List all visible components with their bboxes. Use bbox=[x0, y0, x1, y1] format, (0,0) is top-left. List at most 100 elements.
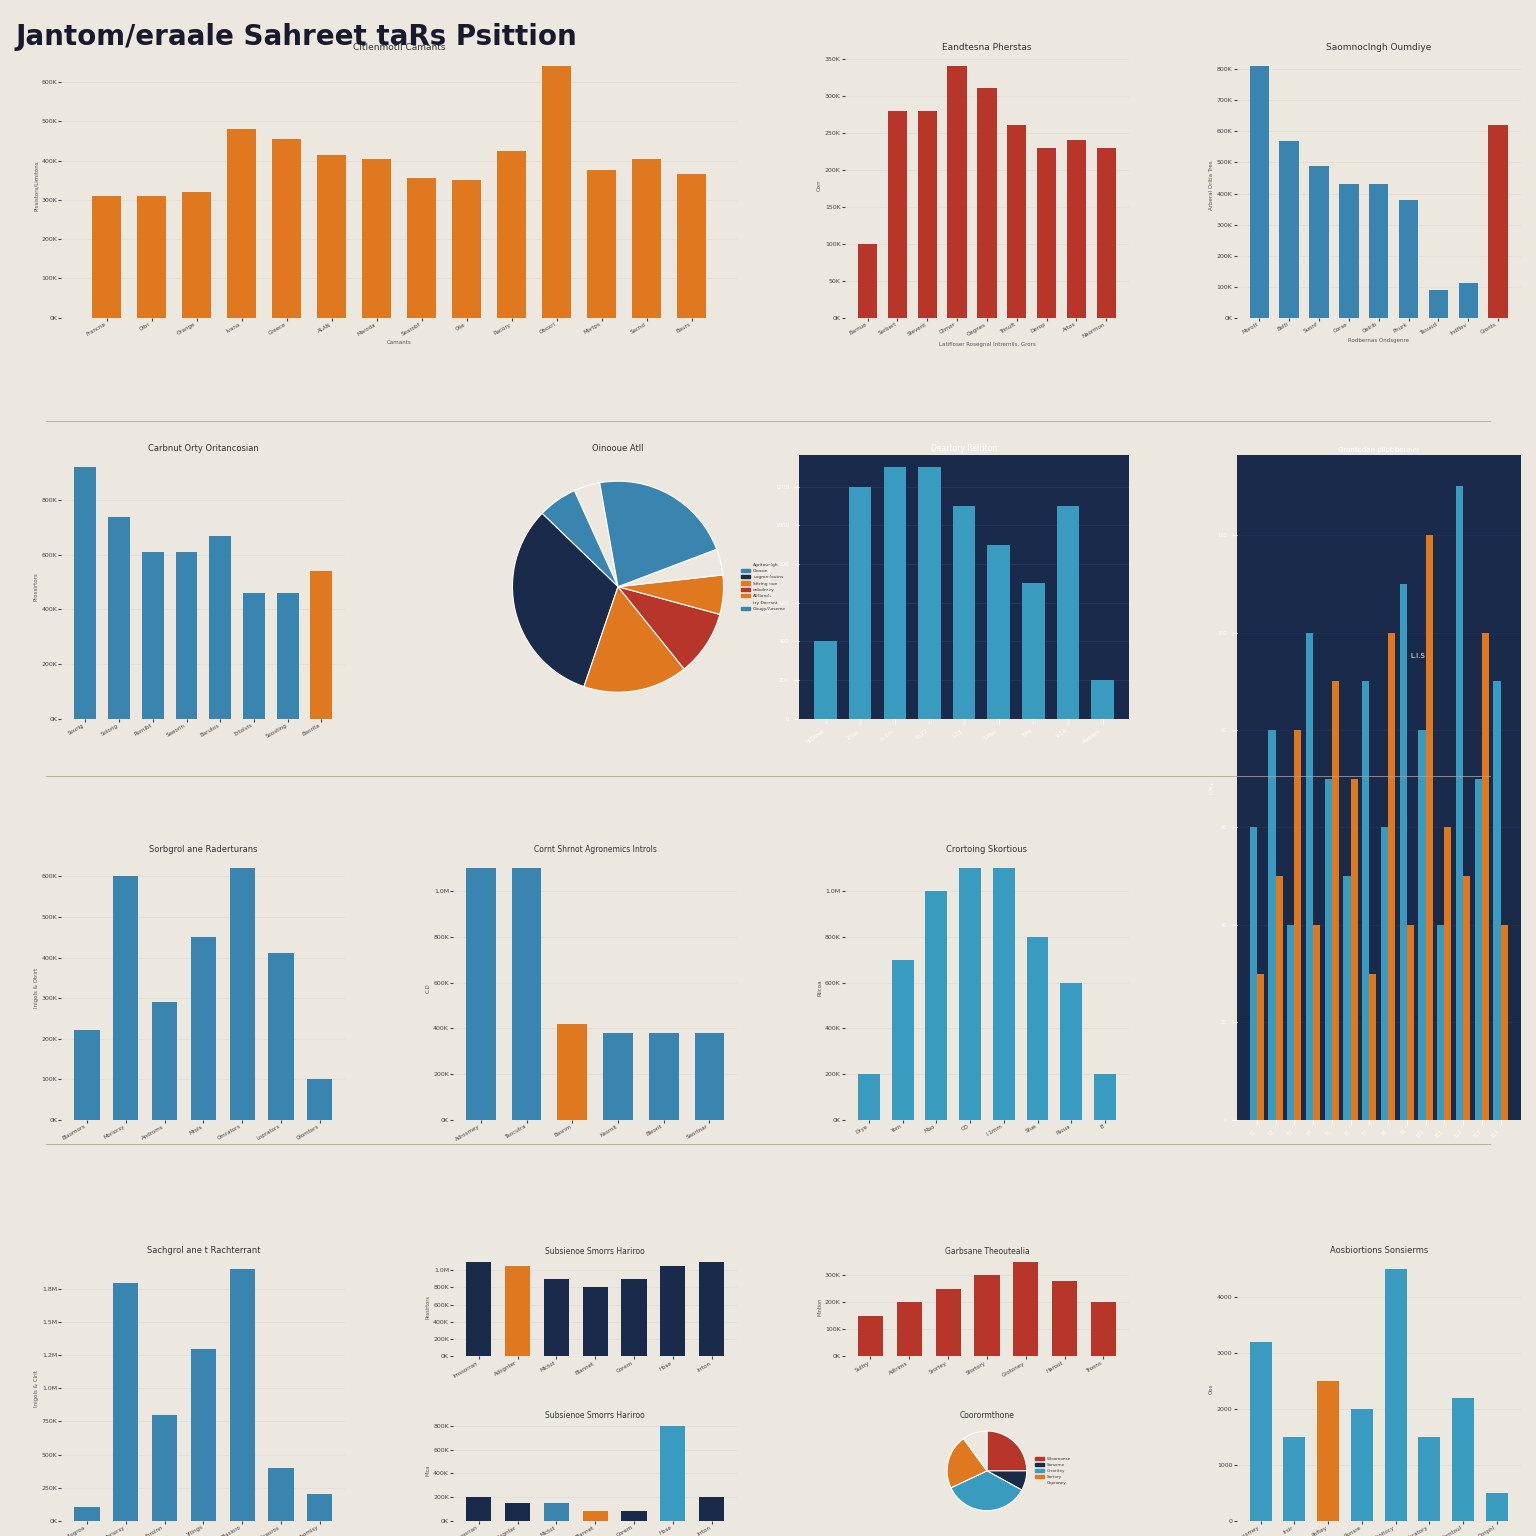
Title: Oinooue Atll: Oinooue Atll bbox=[593, 444, 644, 453]
Bar bbox=[1384, 1269, 1407, 1521]
Legend: Agritounlgh, Otocon, uogrondoutns, Sftring bue, oebolnrby, AllGonds, try Doorsnt: Agritounlgh, Otocon, uogrondoutns, Sftri… bbox=[739, 561, 788, 613]
Bar bbox=[814, 642, 837, 719]
Bar bbox=[1256, 974, 1264, 1120]
Wedge shape bbox=[513, 513, 617, 687]
Bar bbox=[694, 1032, 723, 1120]
Bar bbox=[209, 536, 232, 719]
Bar bbox=[190, 937, 217, 1120]
Bar bbox=[1369, 974, 1376, 1120]
Bar bbox=[1369, 184, 1389, 318]
Title: Subsienoe Smorrs Hariroo: Subsienoe Smorrs Hariroo bbox=[545, 1412, 645, 1421]
Bar bbox=[1057, 505, 1080, 719]
Title: Grontodon plipt bouner: Grontodon plipt bouner bbox=[1338, 447, 1419, 453]
Text: Jantom/eraale Sahreet taRs Psittion: Jantom/eraale Sahreet taRs Psittion bbox=[15, 23, 578, 51]
Bar bbox=[888, 111, 908, 318]
Bar bbox=[1428, 290, 1448, 318]
Title: Eandtesna Pherstas: Eandtesna Pherstas bbox=[942, 43, 1032, 52]
Y-axis label: Inigols & Clrit: Inigols & Clrit bbox=[34, 1370, 38, 1407]
Bar bbox=[1425, 535, 1433, 1120]
Bar bbox=[1306, 633, 1313, 1120]
Title: Carbnut Orty Oritancosian: Carbnut Orty Oritancosian bbox=[147, 444, 258, 453]
X-axis label: Camants: Camants bbox=[387, 339, 412, 344]
Bar bbox=[114, 877, 138, 1120]
Bar bbox=[407, 178, 436, 318]
Bar bbox=[948, 66, 966, 318]
Bar bbox=[988, 545, 1011, 719]
Bar bbox=[544, 1502, 568, 1521]
Bar bbox=[307, 1495, 332, 1521]
Bar bbox=[1444, 828, 1452, 1120]
Bar bbox=[897, 1303, 922, 1356]
Bar bbox=[269, 954, 293, 1120]
Bar bbox=[74, 1031, 100, 1120]
Bar bbox=[582, 1511, 608, 1521]
Bar bbox=[272, 138, 301, 318]
Bar bbox=[1399, 200, 1418, 318]
Y-axis label: Corr: Corr bbox=[817, 180, 822, 192]
Y-axis label: Inigols & Otrirt: Inigols & Otrirt bbox=[34, 968, 38, 1008]
Bar bbox=[1094, 1074, 1117, 1120]
Bar bbox=[542, 66, 571, 318]
Title: Subsienoe Smorrs Hariroo: Subsienoe Smorrs Hariroo bbox=[545, 1247, 645, 1256]
Bar bbox=[648, 1032, 679, 1120]
Bar bbox=[1381, 828, 1389, 1120]
Bar bbox=[859, 244, 877, 318]
Title: Aosbiortions Sonsierms: Aosbiortions Sonsierms bbox=[1330, 1246, 1428, 1255]
Wedge shape bbox=[599, 481, 717, 587]
Bar bbox=[582, 1287, 608, 1356]
Bar bbox=[677, 174, 707, 318]
Bar bbox=[1344, 876, 1350, 1120]
Bar bbox=[1399, 584, 1407, 1120]
Bar bbox=[1037, 147, 1057, 318]
Title: Saomnoclngh Oumdiye: Saomnoclngh Oumdiye bbox=[1326, 43, 1432, 52]
Wedge shape bbox=[574, 482, 617, 587]
Bar bbox=[1482, 633, 1488, 1120]
Bar bbox=[452, 180, 481, 318]
Title: Garbsane Theoutealia: Garbsane Theoutealia bbox=[945, 1247, 1029, 1256]
Bar bbox=[1438, 925, 1444, 1120]
Bar bbox=[92, 197, 121, 318]
Title: Coorormthone: Coorormthone bbox=[960, 1412, 1014, 1421]
Wedge shape bbox=[617, 587, 720, 670]
X-axis label: Rodbernas Ondsgenre: Rodbernas Ondsgenre bbox=[1349, 338, 1409, 344]
Bar bbox=[141, 551, 164, 719]
Bar bbox=[587, 170, 616, 318]
Bar bbox=[1250, 1342, 1272, 1521]
Y-axis label: Mintion: Mintion bbox=[817, 1298, 822, 1316]
Bar bbox=[229, 1269, 255, 1521]
Bar bbox=[1269, 730, 1275, 1120]
Bar bbox=[883, 467, 906, 719]
Bar bbox=[622, 1279, 647, 1356]
Bar bbox=[1275, 876, 1283, 1120]
Bar bbox=[1350, 1409, 1373, 1521]
Bar bbox=[1295, 730, 1301, 1120]
Bar bbox=[1008, 126, 1026, 318]
Wedge shape bbox=[542, 490, 617, 587]
Wedge shape bbox=[988, 1471, 1026, 1490]
Bar bbox=[1066, 140, 1086, 318]
Title: Sachgrol ane t Rachterrant: Sachgrol ane t Rachterrant bbox=[146, 1246, 260, 1255]
Bar bbox=[849, 487, 871, 719]
Bar bbox=[1332, 682, 1339, 1120]
Bar bbox=[699, 1261, 723, 1356]
Wedge shape bbox=[988, 1432, 1026, 1471]
Bar bbox=[190, 1349, 217, 1521]
Bar bbox=[1389, 633, 1395, 1120]
Bar bbox=[699, 1498, 723, 1521]
Bar bbox=[310, 571, 332, 719]
Bar bbox=[229, 868, 255, 1120]
Wedge shape bbox=[617, 550, 723, 587]
Bar bbox=[362, 158, 392, 318]
Title: Sorbgrol ane Raderturans: Sorbgrol ane Raderturans bbox=[149, 845, 258, 854]
Bar bbox=[505, 1266, 530, 1356]
Bar bbox=[660, 1425, 685, 1521]
Bar bbox=[1452, 1398, 1475, 1521]
Bar bbox=[137, 197, 166, 318]
Bar bbox=[505, 1502, 530, 1521]
Y-axis label: C.D: C.D bbox=[425, 983, 430, 992]
Wedge shape bbox=[951, 1471, 1021, 1511]
Bar bbox=[1279, 141, 1299, 318]
Bar bbox=[859, 1316, 883, 1356]
Bar bbox=[511, 868, 542, 1120]
Bar bbox=[604, 1032, 633, 1120]
